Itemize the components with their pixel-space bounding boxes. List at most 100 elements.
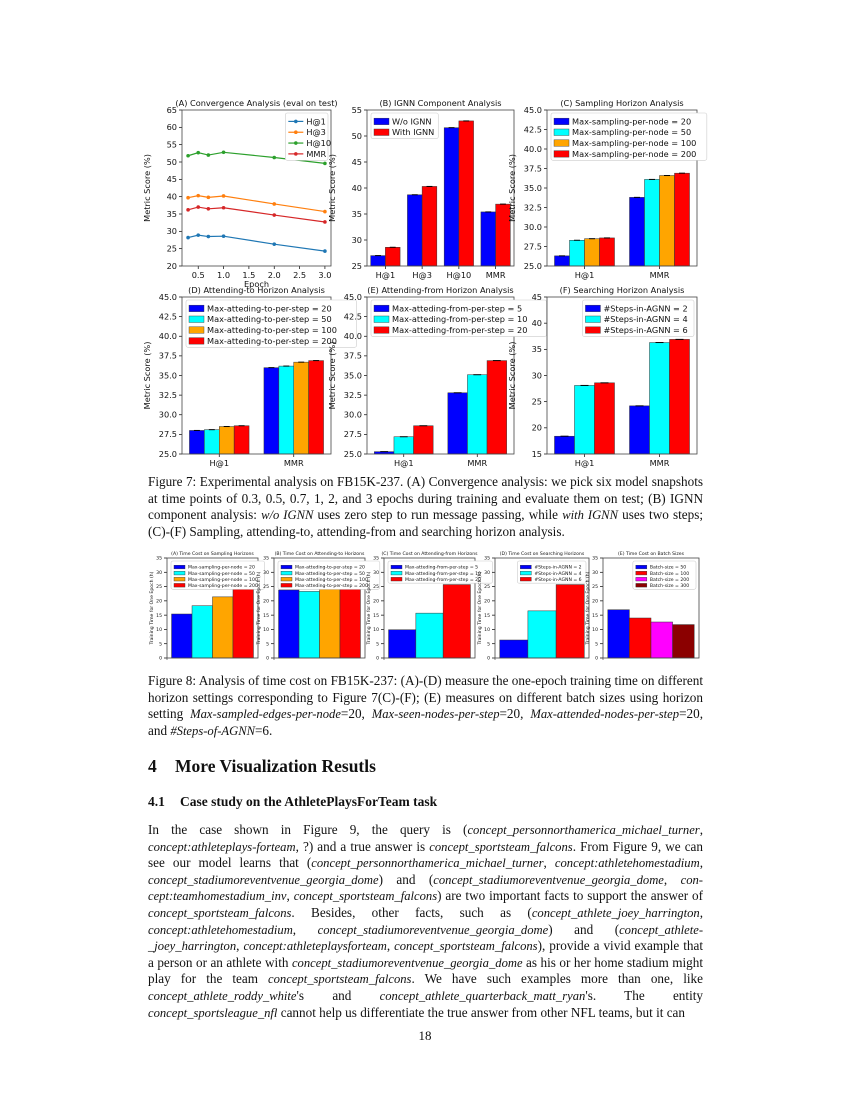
legend-swatch — [553, 128, 570, 136]
legend-label: Max-atteding-from-per-step = 10 — [405, 571, 481, 577]
legend-label: #Steps-in-AGNN = 6 — [534, 577, 581, 583]
text-run: . From Figure 9, we can see our model le… — [148, 838, 703, 871]
legend-label: H@3 — [306, 127, 326, 137]
bar — [669, 339, 690, 455]
text-run: =20, and — [148, 706, 703, 738]
legend-swatch — [373, 315, 390, 323]
bar — [339, 586, 361, 659]
chart-svg: 0 5 10 15 20 25 30 35 Training Time for One Epoc… — [149, 551, 265, 662]
y-tick-label: 20 — [167, 261, 177, 271]
chart-7c: 25.0 27.5 30.0 32.5 35.0 37.5 40.0 42.5 45.0 Metr… — [507, 98, 708, 280]
y-tick-label: 5 — [595, 641, 598, 647]
legend-label: Max-sampling-per-node = 50 — [188, 571, 255, 577]
chart-title: (D) Attending-to Horizon Analysis — [188, 285, 325, 295]
italic-term: concept:athleteplays-forteam — [148, 839, 296, 854]
bar — [607, 609, 630, 659]
y-tick-label: 15 — [532, 449, 542, 459]
bar — [569, 240, 585, 267]
x-tick-label: MMR — [650, 458, 670, 468]
section-heading: 4 More Visualization Resutls — [148, 756, 376, 777]
data-point — [186, 208, 190, 212]
y-tick-label: 10 — [263, 627, 269, 633]
y-tick-label: 40 — [352, 183, 362, 193]
chart-title: (A) Time Cost on Sampling Horizons — [171, 551, 254, 557]
data-point — [221, 205, 226, 210]
chart-svg: 0 5 10 15 20 25 30 35 Training Time for One Epoc… — [256, 551, 381, 662]
y-tick-label: 20 — [373, 598, 379, 604]
chart-svg: 25.0 27.5 30.0 32.5 35.0 37.5 40.0 42.5 45.0 Metr… — [327, 285, 547, 468]
bar — [458, 120, 474, 267]
data-point — [221, 150, 226, 155]
legend-marker — [294, 152, 298, 156]
legend-label: #Steps-in-AGNN = 4 — [534, 571, 581, 577]
y-axis-label: Training Time for One Epoch (h) — [149, 571, 155, 645]
legend-swatch — [635, 565, 648, 570]
legend-box — [582, 299, 695, 337]
legend-box — [170, 560, 265, 590]
y-tick-label: 45.0 — [159, 292, 177, 302]
bar — [659, 175, 675, 267]
y-tick-label: 45.0 — [524, 105, 542, 115]
text-run: , — [663, 871, 681, 887]
data-point — [196, 150, 201, 155]
legend-label: Max-atteding-to-per-step = 20 — [295, 565, 365, 571]
data-point — [206, 195, 211, 200]
y-tick-label: 32.5 — [524, 202, 542, 212]
y-axis-label: Training Time for One Epoch (h) — [256, 571, 262, 645]
x-tick-label: H@1 — [575, 270, 595, 280]
x-tick-label: H@1 — [575, 458, 595, 468]
data-point — [323, 209, 327, 214]
legend-label: Max-atteding-from-per-step = 10 — [392, 314, 527, 324]
y-tick-label: 30 — [156, 570, 162, 576]
y-tick-label: 30.0 — [159, 410, 177, 420]
legend-label: Max-sampling-per-node = 200 — [188, 583, 258, 589]
bar — [278, 365, 294, 455]
x-tick-label: H@1 — [209, 458, 229, 468]
legend-swatch — [280, 577, 293, 582]
legend-swatch — [173, 577, 186, 582]
y-tick-label: 42.5 — [159, 311, 177, 321]
italic-term: concept:athletehomestadium — [148, 922, 293, 937]
y-axis-label: Training Time for One Epoch (h) — [477, 571, 483, 645]
bar — [650, 621, 673, 659]
legend-label: Max-atteding-to-per-step = 50 — [207, 314, 332, 324]
y-tick-label: 0 — [159, 656, 162, 662]
bar — [204, 429, 220, 455]
data-point — [272, 155, 277, 160]
bar — [629, 197, 645, 267]
y-tick-label: 65 — [167, 105, 177, 115]
chart-svg: 25.0 27.5 30.0 32.5 35.0 37.5 40.0 42.5 45.0 Metr… — [507, 98, 708, 280]
y-tick-label: 30 — [592, 570, 598, 576]
legend-label: H@10 — [306, 138, 331, 148]
y-tick-label: 30.0 — [344, 410, 362, 420]
legend-label: Batch-size = 200 — [650, 577, 689, 583]
legend-swatch — [173, 583, 186, 588]
y-tick-label: 40 — [167, 192, 177, 202]
italic-term: concept_athlete_quarterback_matt_ryan — [379, 988, 586, 1003]
x-tick-label: 3.0 — [318, 270, 331, 280]
chart-title: (E) Attending-from Horizon Analysis — [367, 285, 513, 295]
legend-label: Max-sampling-per-node = 50 — [572, 127, 691, 137]
text-run: ) are two important facts to support the… — [437, 888, 703, 904]
x-tick-label: H@1 — [376, 270, 396, 280]
data-point — [196, 205, 201, 209]
text-run: Figure 8: Analysis of time cost on FB15K… — [148, 673, 703, 722]
bar — [370, 255, 386, 267]
bar — [415, 612, 444, 659]
section-number: 4 — [148, 756, 157, 776]
legend-box — [185, 299, 357, 348]
y-tick-label: 42.5 — [524, 124, 542, 134]
legend-label: W/o IGNN — [392, 116, 431, 126]
legend-label: Max-sampling-per-node = 20 — [188, 565, 255, 571]
y-tick-label: 30 — [263, 570, 269, 576]
legend-swatch — [635, 583, 648, 588]
chart-svg: 15 20 25 30 35 40 45 Metric Score (%) (F) Search… — [507, 285, 698, 468]
y-tick-label: 35 — [484, 556, 490, 562]
axes-frame — [366, 296, 515, 455]
chart-title: (C) Sampling Horizon Analysis — [560, 98, 683, 108]
y-tick-label: 10 — [373, 627, 379, 633]
data-point — [221, 234, 226, 238]
legend-swatch — [585, 304, 601, 312]
y-tick-label: 27.5 — [159, 429, 177, 439]
legend-swatch — [173, 565, 186, 570]
